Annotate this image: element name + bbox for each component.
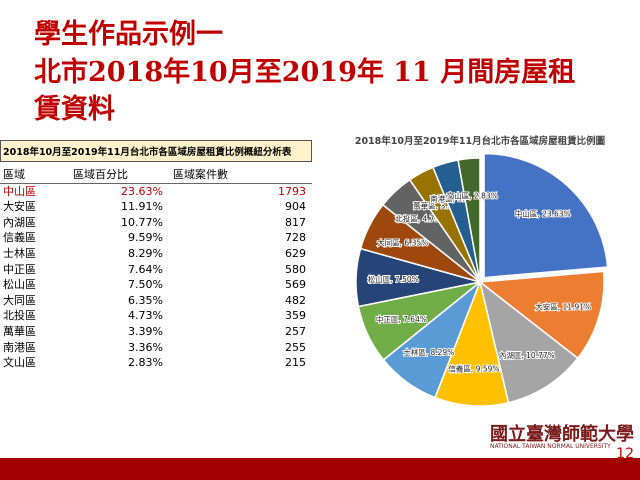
slice-label: 士林區, 8.29% [403, 347, 454, 357]
slice-label: 中正區, 7.64% [376, 314, 427, 324]
pie-chart: 2018年10月至2019年11月台北市各區域房屋租賃比例圖 中山區, 23.6… [355, 135, 609, 407]
table-cell: 中正區 [3, 262, 36, 276]
table-cell: 904 [285, 200, 306, 214]
table-cell: 內湖區 [3, 215, 36, 229]
table-cell: 士林區 [3, 246, 36, 260]
table-cell: 215 [285, 356, 306, 370]
pie-slice [478, 270, 605, 360]
table-cell: 8.29% [128, 246, 163, 260]
pie-slice [478, 280, 579, 404]
table-cell: 大安區 [3, 200, 36, 214]
page-number: 12 [616, 446, 634, 462]
table-cell: 萬華區 [3, 324, 36, 338]
pie-slice [457, 157, 481, 283]
table-cell: 629 [285, 246, 306, 260]
table-row: 大同區 6.35% 482 [0, 293, 312, 309]
table-cell: 南港區 [3, 340, 36, 354]
footer-bar [0, 458, 640, 480]
logo-text: 國立臺灣師範大學 [490, 424, 634, 445]
slice-label: 大同區, 6.35% [377, 238, 428, 248]
table-cell: 255 [285, 340, 306, 354]
header-cell: 區域百分比 [73, 168, 128, 181]
table-cell: 3.39% [128, 324, 163, 338]
table-cell: 728 [285, 231, 306, 245]
table-row: 北投區 4.73% 359 [0, 308, 312, 324]
table-cell: 7.50% [128, 278, 163, 292]
slice-label: 大安區, 11.91% [535, 302, 591, 312]
table-row: 南港區 3.36% 255 [0, 340, 312, 356]
table-row: 大安區 11.91% 904 [0, 199, 312, 215]
table-row: 松山區 7.50% 569 [0, 277, 312, 293]
table-cell: 北投區 [3, 309, 36, 323]
table-cell: 23.63% [121, 184, 163, 198]
table-row: 萬華區 3.39% 257 [0, 324, 312, 340]
table-title: 2018年10月至2019年11月台北市各區域房屋租賃比例概紐分析表 [0, 140, 312, 162]
table-cell: 文山區 [3, 356, 36, 370]
table-cell: 7.64% [128, 262, 163, 276]
table-cell: 松山區 [3, 278, 36, 292]
table-row: 信義區 9.59% 728 [0, 230, 312, 246]
slice-label: 內湖區, 10.77% [499, 351, 555, 360]
table-cell: 大同區 [3, 293, 36, 307]
logo-subtext: NATIONAL TAIWAN NORMAL UNIVERSITY [490, 443, 611, 450]
slice-label: 松山區, 7.50% [368, 274, 419, 284]
pie-slice [483, 152, 609, 279]
table-cell: 信義區 [3, 231, 36, 245]
table-row: 士林區 8.29% 629 [0, 246, 312, 262]
table-cell: 1793 [278, 184, 306, 198]
header-cell: 區域 [3, 168, 25, 181]
table-cell: 中山區 [3, 184, 36, 198]
table-cell: 6.35% [128, 293, 163, 307]
table-header: 區域 區域百分比 區域案件數 [0, 167, 312, 184]
pie-slice [434, 279, 510, 407]
header-cell: 區域案件數 [173, 168, 228, 181]
slice-label: 中山區, 23.63% [515, 209, 571, 219]
table-cell: 10.77% [121, 215, 163, 229]
table-cell: 3.36% [128, 340, 163, 354]
table-cell: 4.73% [128, 309, 163, 323]
table-row: 中正區 7.64% 580 [0, 262, 312, 278]
chart-title: 2018年10月至2019年11月台北市各區域房屋租賃比例圖 [355, 135, 605, 147]
slice-label: 信義區, 9.59% [448, 364, 499, 374]
table-cell: 580 [285, 262, 306, 276]
table: 2018年10月至2019年11月台北市各區域房屋租賃比例概紐分析表 區域 區域… [0, 140, 312, 371]
table-cell: 11.91% [121, 200, 163, 214]
table-cell: 257 [285, 324, 306, 338]
table-row: 內湖區 10.77% 817 [0, 215, 312, 231]
table-cell: 817 [285, 215, 306, 229]
slide-title: 北市2018年10月至2019年 11 月間房屋租 [34, 57, 576, 88]
table-cell: 482 [285, 293, 306, 307]
slide-title: 學生作品示例一 [34, 19, 223, 50]
table-row: 文山區 2.83% 215 [0, 355, 312, 371]
table-body: 中山區 23.63% 1793 大安區 11.91% 904 內湖區 10.77% 817 信義區… [0, 184, 312, 371]
slice-label: 文山區, 2.83% [447, 191, 498, 201]
table-cell: 2.83% [128, 356, 163, 370]
table-cell: 569 [285, 278, 306, 292]
slide-title: 賃資料 [34, 94, 115, 125]
table-cell: 359 [285, 309, 306, 323]
table-cell: 9.59% [128, 231, 163, 245]
table-row: 中山區 23.63% 1793 [0, 184, 312, 200]
